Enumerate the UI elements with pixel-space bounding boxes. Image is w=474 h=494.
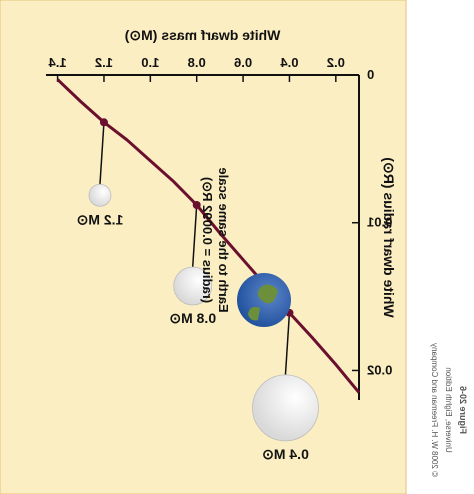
white-dwarf-sphere [252,374,319,442]
figure-credit: Figure 20-6 Universe, Eighth Edition © 200… [430,343,468,477]
point-label: 1.2 M⊙ [77,211,124,227]
earth-scale-illustration: Earth to the same scale(radius = 0.0092 … [200,167,291,327]
point-label: 0.4 M⊙ [262,446,309,462]
credit-line: © 2008 W. H. Freeman and Company [430,343,439,477]
x-tick-label: 1.2 [95,55,113,70]
white-dwarf-sphere [173,266,213,306]
y-tick-label: 0.01 [367,215,392,230]
x-tick-label: 0.6 [234,55,252,70]
earth-continent [248,306,260,321]
x-tick-label: 1.0 [141,55,159,70]
point-leader [284,312,291,375]
point-label: 0.8 M⊙ [169,310,216,326]
earth-note-line2: (radius = 0.0092 R⊙) [200,177,215,303]
x-tick-label: 0.4 [280,55,299,70]
point-leader [99,122,105,185]
y-tick-label: 0 [367,67,374,82]
x-tick-label: 1.4 [48,55,67,70]
data-point [99,118,108,127]
x-axis-label: White dwarf mass (M⊙) [125,27,281,43]
earth-note-line1: Earth to the same scale [216,167,231,312]
x-tick-label: 0.8 [188,55,206,70]
y-tick-label: 0.02 [367,362,392,377]
highlighted-points: 0.4 M⊙ 0.8 M⊙ 1.2 M⊙ [77,118,319,462]
credit-line: Figure 20-6 [458,386,468,434]
x-tick-label: 0.2 [327,55,345,70]
credit-line: Universe, Eighth Edition [444,367,453,452]
y-axis-label: White dwarf radius (R⊙) [381,157,397,317]
chart-panel [0,0,407,494]
earth-continent [257,284,278,304]
point-leader [191,204,198,268]
data-point [192,201,201,209]
white-dwarf-sphere [88,183,112,207]
